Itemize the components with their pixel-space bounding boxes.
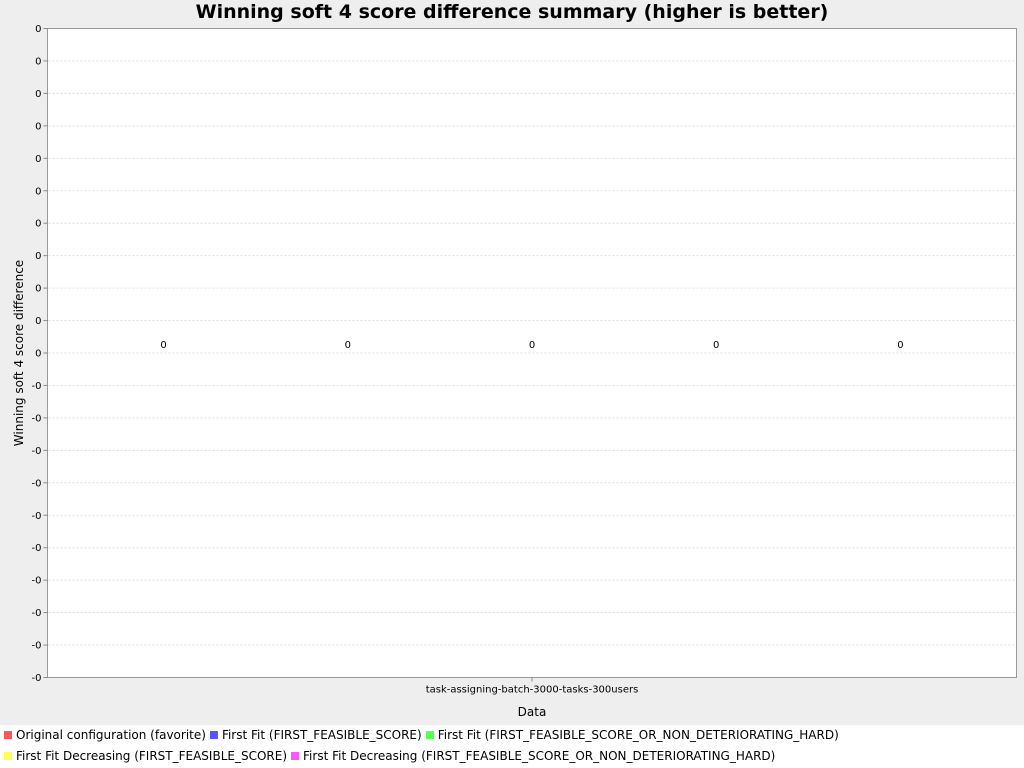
legend-swatch (425, 731, 434, 739)
chart-canvas: 0 0 0 0 0 0 0 0 0 0 0 -0 -0 -0 -0 -0 -0 -0 -0 -0 -0 0 0 0 0 0 ta… (12, 24, 1017, 719)
legend-swatch (209, 731, 218, 739)
y-tick-label: -0 (32, 576, 42, 587)
legend-swatch (4, 752, 12, 760)
y-tick-label: -0 (32, 446, 42, 457)
y-tick-label: -0 (32, 413, 42, 424)
legend-label: First Fit Decreasing (FIRST_FEASIBLE_SCO… (16, 749, 288, 763)
y-tick-label: -0 (32, 641, 42, 652)
legend-label: First Fit Decreasing (FIRST_FEASIBLE_SCO… (303, 749, 776, 763)
legend-item: First Fit (FIRST_FEASIBLE_SCORE_OR_NON_D… (425, 728, 839, 742)
y-tick-label: 0 (35, 154, 41, 165)
bar-value-label: 0 (713, 340, 719, 351)
y-axis-ticks: 0 0 0 0 0 0 0 0 0 0 0 -0 -0 -0 -0 -0 -0 -0 -0 -0 -0 (32, 24, 48, 684)
y-tick-label: 0 (35, 24, 41, 35)
y-tick-label: 0 (35, 251, 41, 262)
y-tick-label: 0 (35, 186, 41, 197)
y-tick-label: 0 (35, 284, 41, 295)
legend: Original configuration (favorite) First F… (0, 725, 1024, 768)
y-tick-label: 0 (35, 121, 41, 132)
bar-value-label: 0 (529, 340, 535, 351)
y-tick-label: 0 (35, 349, 41, 360)
legend-swatch (291, 752, 300, 760)
y-tick-label: -0 (32, 511, 42, 522)
y-tick-label: 0 (35, 219, 41, 230)
y-tick-label: -0 (32, 608, 42, 619)
y-tick-label: -0 (32, 381, 42, 392)
legend-item: First Fit (FIRST_FEASIBLE_SCORE) (209, 728, 422, 742)
y-axis-label: Winning soft 4 score difference (12, 260, 26, 446)
legend-item: Original configuration (favorite) (4, 728, 206, 742)
bar-value-label: 0 (897, 340, 903, 351)
y-tick-label: 0 (35, 316, 41, 327)
legend-row: Original configuration (favorite) First F… (0, 725, 839, 745)
y-tick-label: -0 (32, 543, 42, 554)
legend-item: First Fit Decreasing (FIRST_FEASIBLE_SCO… (4, 749, 287, 763)
legend-label: First Fit (FIRST_FEASIBLE_SCORE_OR_NON_D… (437, 728, 839, 742)
y-tick-label: -0 (32, 478, 42, 489)
y-tick-label: 0 (35, 56, 41, 67)
legend-row: First Fit Decreasing (FIRST_FEASIBLE_SCO… (0, 746, 775, 766)
grid-lines (48, 60, 1017, 646)
bar-value-label: 0 (160, 340, 166, 351)
legend-swatch (4, 731, 12, 739)
bar-labels: 0 0 0 0 0 (160, 340, 903, 351)
x-axis-ticks: task-assigning-batch-3000-tasks-300users (426, 677, 639, 696)
y-tick-label: -0 (32, 673, 42, 684)
y-tick-label: 0 (35, 89, 41, 100)
x-tick-label: task-assigning-batch-3000-tasks-300users (426, 685, 639, 696)
chart-title: Winning soft 4 score difference summary … (195, 1, 829, 23)
legend-label: Original configuration (favorite) (16, 728, 206, 742)
x-axis-label: Data (518, 705, 547, 719)
legend-label: First Fit (FIRST_FEASIBLE_SCORE) (221, 728, 422, 742)
legend-item: First Fit Decreasing (FIRST_FEASIBLE_SCO… (291, 749, 775, 763)
bar-value-label: 0 (345, 340, 351, 351)
